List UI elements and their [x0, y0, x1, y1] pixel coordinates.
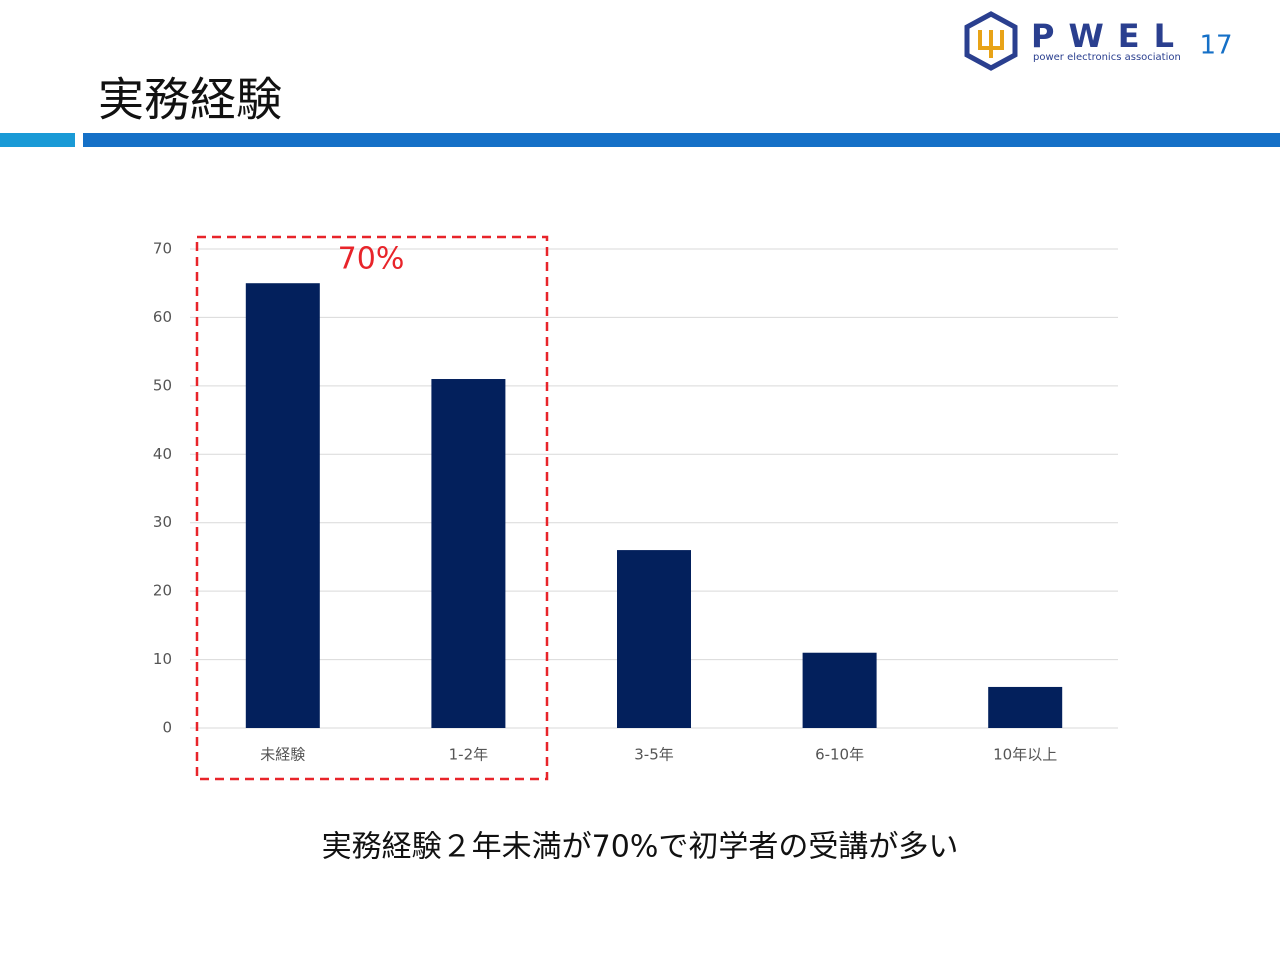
slide-title: 実務経験: [98, 73, 282, 127]
y-tick-label: 30: [153, 513, 172, 531]
logo-mark: [978, 30, 1004, 58]
accent-bar: [0, 133, 75, 147]
bar: [988, 686, 1063, 728]
logo-tagline: power electronics association: [1033, 52, 1181, 63]
y-tick-label: 50: [153, 376, 172, 394]
bar: [617, 550, 691, 728]
caption: 実務経験２年未満が70%で初学者の受講が多い: [322, 830, 959, 865]
x-tick-label: 未経験: [260, 746, 305, 764]
x-tick-label: 1-2年: [449, 746, 489, 764]
bar: [802, 652, 877, 728]
y-tick-label: 60: [153, 308, 172, 326]
x-tick-label: 6-10年: [815, 746, 864, 764]
y-tick-label: 10: [153, 650, 172, 668]
logo: PWEL power electronics association: [964, 11, 1188, 71]
bar: [431, 379, 506, 728]
x-tick-label: 3-5年: [634, 746, 674, 764]
highlight-box: [195, 235, 549, 781]
annotation: 70%: [338, 242, 405, 277]
page-number: 17: [1199, 31, 1232, 61]
y-tick-label: 20: [153, 582, 172, 600]
x-tick-label: 10年以上: [993, 746, 1057, 764]
logo-hexagon: [964, 11, 1018, 71]
y-tick-label: 40: [153, 445, 172, 463]
bar: [245, 283, 320, 728]
logo-name: PWEL: [1031, 17, 1188, 55]
y-tick-label: 70: [153, 240, 172, 258]
y-tick-label: 0: [162, 719, 172, 737]
header-bar: [83, 133, 1280, 147]
